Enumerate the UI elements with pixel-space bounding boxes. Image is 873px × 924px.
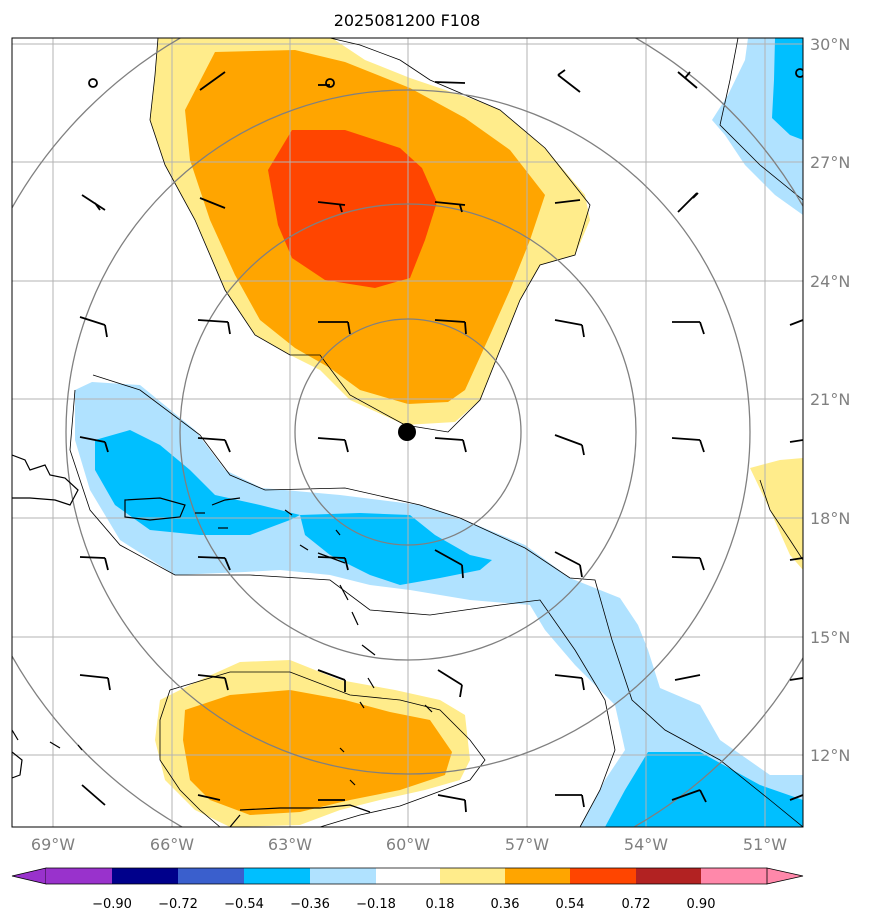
latitude-axis: 30°N 27°N 24°N 21°N 18°N 15°N 12°N [810, 35, 850, 765]
colorbar-segment [46, 868, 112, 884]
map-frame [11, 37, 804, 828]
anomaly-fill-blue-band-west [95, 430, 300, 535]
storm-center-marker [398, 423, 416, 441]
lon-label-51w: 51°W [743, 835, 787, 854]
calm-wind-markers [88, 68, 803, 88]
anomaly-fill-lightblue-band [75, 382, 803, 827]
lon-label-54w: 54°W [624, 835, 668, 854]
colorbar-segment [310, 868, 376, 884]
anomaly-fill-blue-ne [772, 38, 803, 140]
colorbar-tick-label: −0.90 [92, 897, 132, 912]
anomaly-fill-red-north [268, 130, 437, 288]
lat-label-21n: 21°N [810, 390, 850, 409]
colorbar-tick-label: 0.90 [687, 897, 716, 912]
lat-label-12n: 12°N [810, 746, 850, 765]
colorbar-segment [505, 868, 570, 884]
colorbar-extend-right [766, 867, 804, 885]
anomaly-fill-yellow-east [750, 458, 803, 570]
colorbar-tick-label: −0.18 [356, 897, 396, 912]
colorbar-segment [178, 868, 244, 884]
colorbar-tick-label: −0.54 [224, 897, 264, 912]
colorbar-tick-label: 0.72 [622, 897, 651, 912]
map-area [12, 38, 803, 827]
colorbar-extend-left [11, 867, 47, 885]
colorbar-tick-label: 0.54 [556, 897, 585, 912]
colorbar-segment [701, 868, 767, 884]
anomaly-contours [69, 38, 803, 827]
lon-label-66w: 66°W [150, 835, 194, 854]
lat-label-27n: 27°N [810, 153, 850, 172]
lat-label-24n: 24°N [810, 272, 850, 291]
colorbar-tick-label: −0.72 [158, 897, 198, 912]
lat-label-15n: 15°N [810, 628, 850, 647]
lon-label-69w: 69°W [31, 835, 75, 854]
lat-label-18n: 18°N [810, 509, 850, 528]
wind-barbs [79, 69, 803, 813]
colorbar-segment [112, 868, 178, 884]
colorbar-segment [440, 868, 505, 884]
anomaly-fill-blue-band-mid [300, 513, 492, 585]
lat-label-30n: 30°N [810, 35, 850, 54]
lon-label-63w: 63°W [268, 835, 312, 854]
anomaly-fill-orange-south [183, 690, 452, 815]
colorbar-tick-label: 0.36 [491, 897, 520, 912]
colorbar-tick-label: −0.36 [290, 897, 330, 912]
map-title: 2025081200 F108 [334, 11, 481, 30]
colorbar: −0.90 −0.72 −0.54 −0.36 −0.18 0.18 0.36 … [11, 867, 804, 912]
colorbar-segment [244, 868, 310, 884]
distance-rings [12, 38, 803, 827]
anomaly-fill-blue-se [605, 752, 803, 827]
colorbar-segment [636, 868, 701, 884]
lon-label-57w: 57°W [505, 835, 549, 854]
colorbar-segment [376, 868, 440, 884]
longitude-axis: 69°W 66°W 63°W 60°W 57°W 54°W 51°W [31, 835, 787, 854]
lon-label-60w: 60°W [386, 835, 430, 854]
colorbar-tick-label: 0.18 [426, 897, 455, 912]
coastlines [12, 454, 433, 827]
colorbar-segment [570, 868, 636, 884]
